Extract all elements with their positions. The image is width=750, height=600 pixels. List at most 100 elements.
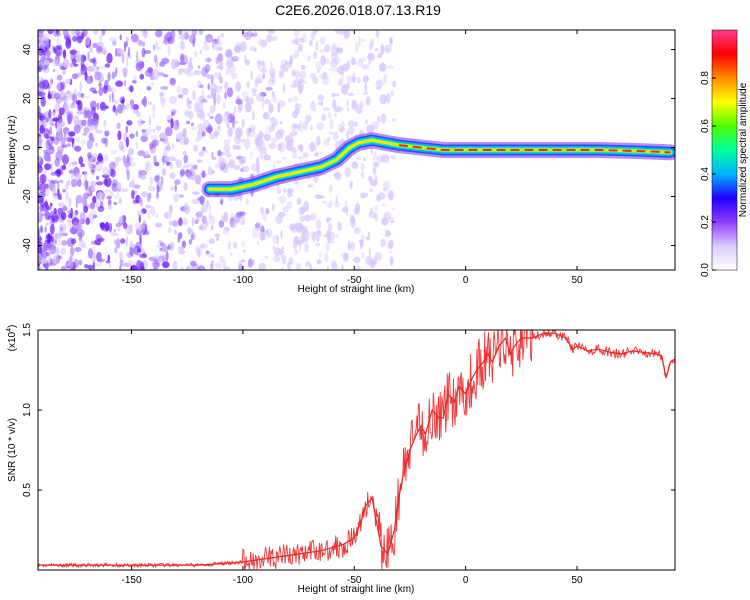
- noise-blob: [91, 169, 95, 173]
- noise-blob: [228, 63, 236, 74]
- noise-blob: [118, 141, 124, 151]
- noise-blob: [79, 81, 83, 92]
- noise-blob: [114, 156, 122, 162]
- noise-blob: [341, 72, 344, 84]
- noise-blob: [264, 255, 269, 260]
- noise-blob: [327, 222, 333, 233]
- noise-blob: [162, 74, 169, 78]
- noise-blob: [228, 126, 233, 136]
- noise-blob: [190, 260, 197, 267]
- noise-blob: [54, 51, 62, 56]
- noise-blob: [324, 252, 329, 263]
- noise-blob: [171, 142, 175, 150]
- spec-ytick-label: 0: [22, 144, 33, 150]
- noise-blob: [350, 217, 356, 228]
- snr-multiplier: (x104): [6, 325, 18, 352]
- noise-blob: [62, 205, 68, 212]
- noise-blob: [132, 175, 135, 185]
- noise-blob: [147, 209, 151, 220]
- noise-blob: [92, 196, 97, 204]
- noise-blob: [232, 144, 239, 150]
- noise-blob: [230, 220, 238, 228]
- noise-blob: [127, 54, 132, 60]
- noise-blob: [166, 161, 172, 166]
- noise-blob: [270, 137, 279, 143]
- noise-blob: [324, 44, 331, 53]
- noise-blob: [380, 239, 386, 247]
- noise-blob: [155, 30, 163, 38]
- noise-blob: [370, 38, 375, 48]
- noise-blob: [89, 201, 96, 210]
- noise-blob: [66, 136, 74, 142]
- noise-blob: [181, 33, 187, 38]
- noise-blob: [307, 54, 311, 62]
- noise-blob: [326, 229, 329, 241]
- noise-blob: [320, 55, 326, 66]
- noise-blob: [86, 156, 94, 165]
- noise-blob: [120, 238, 126, 244]
- noise-blob: [246, 134, 250, 138]
- snr-xtick-label: 0: [463, 575, 469, 586]
- noise-blob: [197, 265, 206, 270]
- noise-blob: [52, 235, 55, 244]
- noise-blob: [301, 65, 306, 70]
- noise-blob: [126, 252, 134, 258]
- noise-blob: [194, 102, 200, 113]
- noise-blob: [346, 130, 349, 142]
- noise-blob: [80, 54, 84, 65]
- noise-blob: [60, 247, 66, 255]
- noise-blob: [65, 90, 73, 98]
- noise-blob: [277, 248, 285, 255]
- noise-blob: [57, 188, 60, 197]
- noise-blob: [280, 120, 283, 125]
- noise-blob: [140, 223, 148, 232]
- noise-blob: [351, 161, 358, 169]
- noise-blob: [197, 65, 201, 69]
- noise-blob: [303, 200, 310, 212]
- noise-blob: [325, 243, 330, 252]
- noise-blob: [114, 247, 118, 254]
- noise-blob: [49, 90, 56, 100]
- noise-blob: [326, 217, 332, 222]
- cbar-tick-label: 0.8: [700, 71, 711, 85]
- noise-blob: [267, 228, 273, 239]
- noise-blob: [290, 56, 293, 62]
- noise-blob: [246, 80, 250, 89]
- noise-blob: [248, 97, 254, 105]
- noise-blob: [197, 250, 201, 258]
- noise-blob: [108, 191, 114, 198]
- noise-blob: [78, 156, 84, 165]
- noise-blob: [291, 123, 297, 132]
- noise-blob: [390, 155, 396, 160]
- noise-blob: [96, 102, 100, 110]
- noise-blob: [84, 110, 93, 119]
- noise-blob: [354, 121, 358, 127]
- noise-blob: [41, 212, 50, 217]
- noise-blob: [174, 179, 181, 185]
- noise-blob: [72, 93, 77, 104]
- noise-blob: [262, 73, 266, 80]
- noise-blob: [316, 135, 321, 147]
- noise-blob: [335, 105, 343, 113]
- noise-blob: [126, 170, 130, 181]
- noise-blob: [38, 183, 46, 194]
- noise-blob: [220, 198, 224, 204]
- noise-blob: [156, 190, 159, 199]
- noise-blob: [71, 217, 80, 226]
- spec-xtick-label: -150: [122, 275, 142, 286]
- noise-blob: [49, 223, 55, 235]
- noise-blob: [286, 187, 292, 198]
- noise-blob: [46, 234, 53, 240]
- noise-blob: [376, 115, 381, 123]
- noise-blob: [266, 34, 273, 43]
- noise-blob: [264, 99, 272, 105]
- noise-blob: [194, 245, 203, 255]
- noise-blob: [312, 77, 319, 85]
- noise-blob: [379, 94, 388, 105]
- noise-blob: [84, 264, 89, 269]
- noise-blob: [78, 30, 83, 37]
- noise-blob: [113, 228, 116, 233]
- snr-panel: -150 -100 -50 0 50 0.5 1.0 1.5 Height of strai…: [6, 323, 676, 595]
- snr-ytick-label: 1.0: [22, 403, 33, 417]
- noise-blob: [76, 32, 84, 40]
